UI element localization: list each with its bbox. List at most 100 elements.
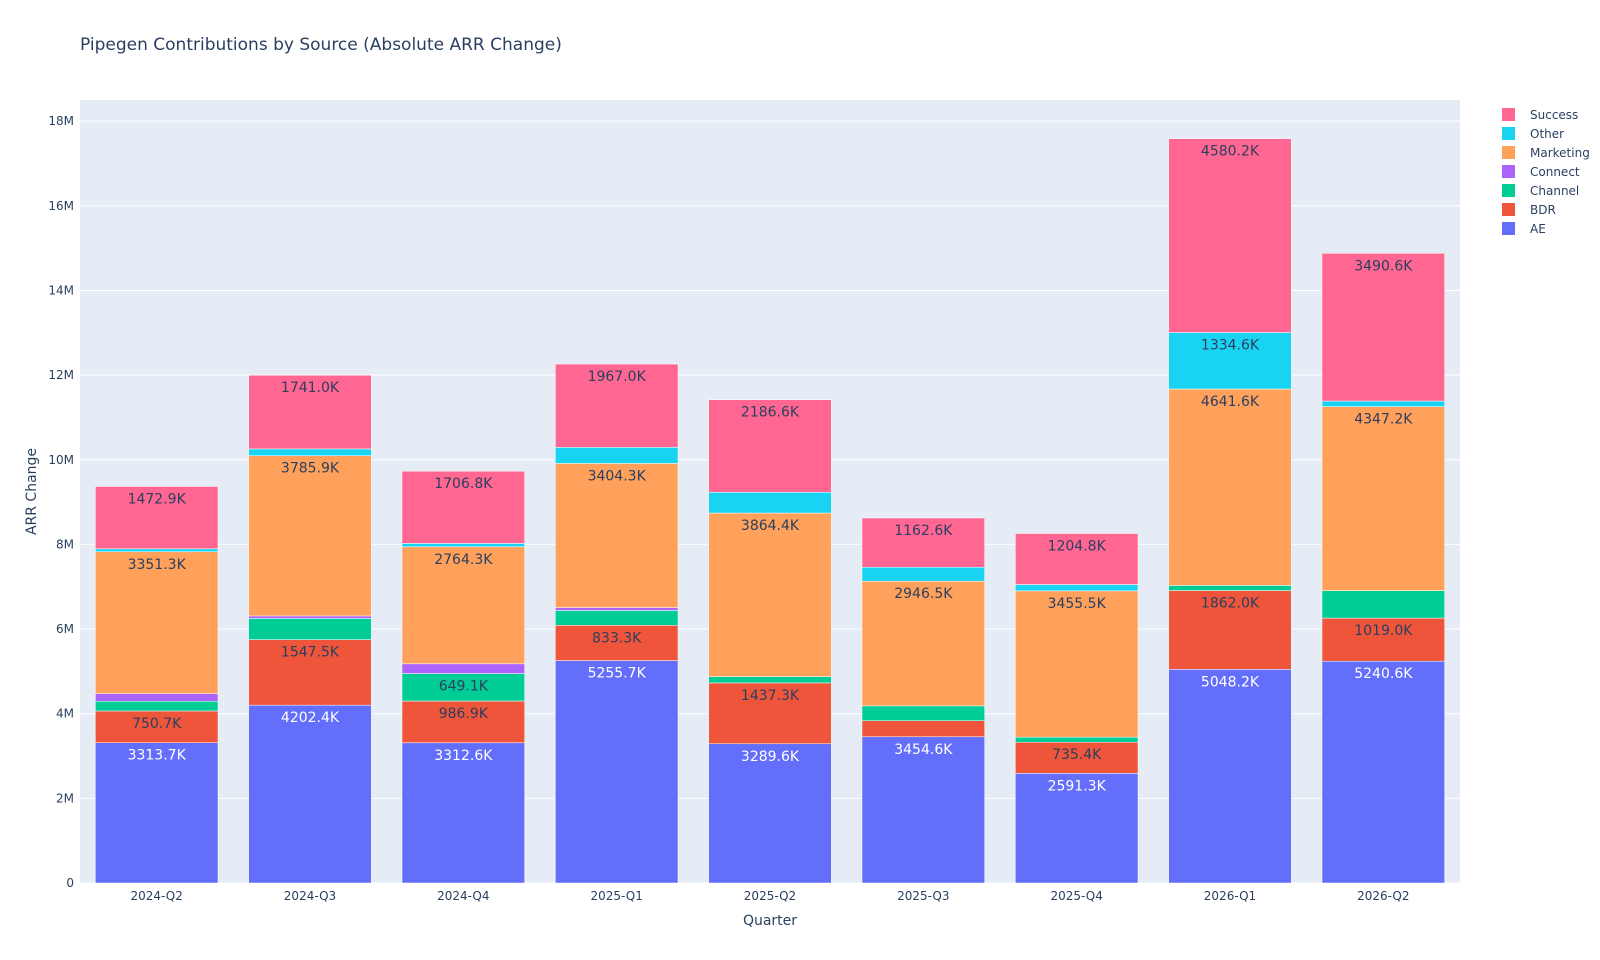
x-tick-label: 2025-Q4: [1050, 889, 1102, 903]
bar-label-bdr-2025-Q2: 1437.3K: [741, 688, 800, 704]
bar-ae-2025-Q2: [708, 743, 832, 884]
bar-success-2025-Q1: [555, 363, 679, 448]
bar-label-ae-2024-Q3: 4202.4K: [281, 710, 340, 726]
bar-label-bdr-2026-Q2: 1019.0K: [1354, 623, 1413, 639]
bar-channel-2024-Q2: [95, 700, 219, 712]
bar-label-ae-2025-Q3: 3454.6K: [894, 742, 953, 758]
bar-label-success-2026-Q1: 4580.2K: [1201, 144, 1260, 160]
bar-label-ae-2026-Q2: 5240.6K: [1354, 666, 1413, 682]
x-tick-label: 2024-Q4: [437, 889, 489, 903]
bar-success-2024-Q2: [95, 486, 219, 550]
y-tick-label: 6M: [56, 622, 74, 636]
legend-swatch-bdr: [1502, 203, 1515, 216]
x-tick-label: 2026-Q2: [1357, 889, 1409, 903]
bar-ae-2025-Q1: [555, 660, 679, 884]
bar-marketing-2024-Q2: [95, 551, 219, 694]
legend-label-marketing: Marketing: [1530, 146, 1590, 160]
bar-success-2025-Q4: [1015, 533, 1139, 585]
legend-swatch-connect: [1502, 165, 1515, 178]
bar-ae-2025-Q4: [1015, 773, 1139, 884]
bar-bdr-2026-Q2: [1321, 617, 1445, 662]
bar-marketing-2025-Q2: [708, 512, 832, 677]
bar-label-success-2025-Q4: 1204.8K: [1048, 539, 1107, 555]
bar-label-marketing-2024-Q2: 3351.3K: [128, 557, 187, 573]
bar-other-2025-Q3: [861, 566, 985, 582]
bar-marketing-2024-Q4: [401, 546, 525, 665]
bar-connect-2025-Q1: [555, 607, 679, 611]
bar-label-marketing-2025-Q1: 3404.3K: [588, 468, 647, 484]
bar-label-success-2026-Q2: 3490.6K: [1354, 258, 1413, 274]
bar-label-marketing-2024-Q4: 2764.3K: [434, 552, 493, 568]
bar-label-bdr-2024-Q2: 750.7K: [132, 716, 182, 732]
bar-channel-2026-Q2: [1321, 590, 1445, 619]
y-tick-label: 16M: [48, 199, 74, 213]
bar-label-marketing-2025-Q3: 2946.5K: [894, 586, 953, 602]
bar-other-2024-Q3: [248, 448, 372, 456]
bar-other-2026-Q2: [1321, 400, 1445, 407]
bar-connect-2024-Q3: [248, 615, 372, 619]
bar-label-success-2024-Q4: 1706.8K: [434, 476, 493, 492]
legend-swatch-ae: [1502, 222, 1515, 235]
y-tick-label: 0: [66, 876, 74, 890]
bar-other-2024-Q2: [95, 548, 219, 553]
bar-label-marketing-2024-Q3: 3785.9K: [281, 461, 340, 477]
bar-label-bdr-2024-Q3: 1547.5K: [281, 645, 340, 661]
bar-marketing-2025-Q4: [1015, 590, 1139, 738]
bar-other-2024-Q4: [401, 543, 525, 548]
bar-channel-2026-Q1: [1168, 585, 1292, 591]
bar-other-2025-Q1: [555, 447, 679, 464]
bar-label-marketing-2026-Q1: 4641.6K: [1201, 394, 1260, 410]
legend-label-success: Success: [1530, 108, 1578, 122]
legend-label-channel: Channel: [1530, 184, 1579, 198]
bar-labels-group: 3313.7K 750.7K 3351.3K 1472.9K 4202.4K 1547.5…: [128, 144, 1414, 795]
x-axis-title: Quarter: [743, 913, 797, 929]
x-tick-label: 2024-Q3: [284, 889, 336, 903]
y-tick-label: 14M: [48, 283, 74, 297]
chart-title: Pipegen Contributions by Source (Absolut…: [80, 35, 562, 55]
bar-label-bdr-2025-Q1: 833.3K: [592, 630, 642, 646]
y-tick-label: 8M: [56, 537, 74, 551]
bar-bdr-2025-Q2: [708, 682, 832, 745]
legend: Success Other Marketing Connect Channel BDR AE: [1502, 108, 1590, 236]
bar-channel-2025-Q1: [555, 610, 679, 626]
legend-swatch-success: [1502, 108, 1515, 121]
bar-ae-2026-Q2: [1321, 660, 1445, 884]
bar-success-2026-Q2: [1321, 253, 1445, 402]
bar-bdr-2025-Q3: [861, 720, 985, 738]
bar-marketing-2026-Q1: [1168, 388, 1292, 586]
bar-label-marketing-2025-Q4: 3455.5K: [1048, 596, 1107, 612]
bar-label-success-2024-Q2: 1472.9K: [128, 491, 187, 507]
bar-ae-2024-Q4: [401, 742, 525, 884]
bar-success-2024-Q3: [248, 374, 372, 450]
bar-bdr-2026-Q1: [1168, 590, 1292, 670]
bar-bdr-2025-Q4: [1015, 741, 1139, 774]
y-tick-label: 10M: [48, 453, 74, 467]
bar-channel-2025-Q2: [708, 676, 832, 684]
bar-ae-2024-Q2: [95, 742, 219, 884]
bar-channel-2024-Q3: [248, 618, 372, 640]
bar-other-2025-Q4: [1015, 584, 1139, 592]
bar-ae-2024-Q3: [248, 704, 372, 884]
bar-label-bdr-2024-Q4: 986.9K: [439, 706, 489, 722]
bar-label-ae-2025-Q1: 5255.7K: [588, 666, 647, 682]
bar-success-2026-Q1: [1168, 138, 1292, 333]
legend-swatch-channel: [1502, 184, 1515, 197]
legend-label-bdr: BDR: [1530, 203, 1556, 217]
y-tick-label: 2M: [56, 791, 74, 805]
legend-label-other: Other: [1530, 127, 1564, 141]
bar-marketing-2026-Q2: [1321, 406, 1445, 591]
x-tick-label: 2024-Q2: [130, 889, 182, 903]
bar-label-bdr-2025-Q4: 735.4K: [1052, 747, 1102, 763]
bar-connect-2024-Q2: [95, 693, 219, 702]
y-tick-label: 12M: [48, 368, 74, 382]
x-tick-label: 2025-Q3: [897, 889, 949, 903]
bar-success-2024-Q4: [401, 470, 525, 544]
bar-success-2025-Q3: [861, 517, 985, 568]
x-tick-label: 2026-Q1: [1204, 889, 1256, 903]
bar-marketing-2025-Q1: [555, 463, 679, 608]
bar-label-ae-2024-Q2: 3313.7K: [128, 748, 187, 764]
bar-channel-2025-Q3: [861, 705, 985, 721]
bar-other-2026-Q1: [1168, 332, 1292, 390]
